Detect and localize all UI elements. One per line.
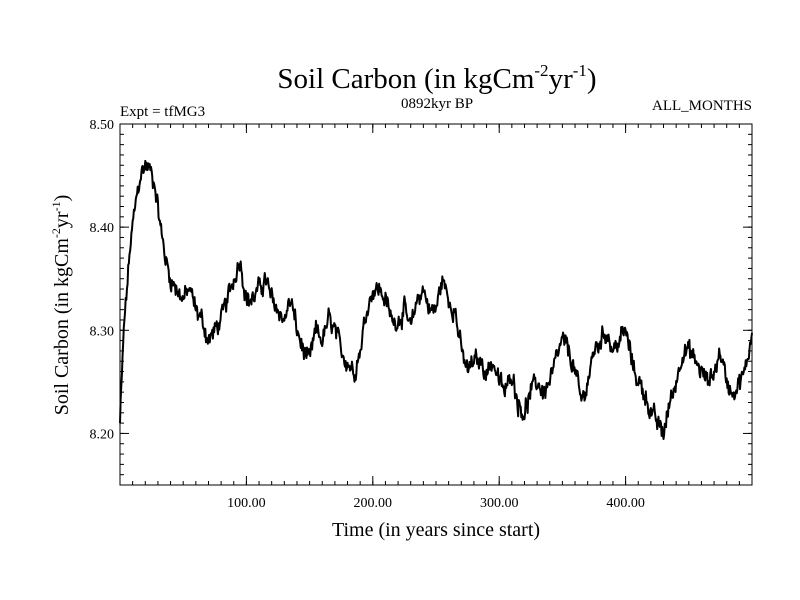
y-tick-label: 8.30 bbox=[90, 324, 115, 339]
ylabel-mid: yr bbox=[51, 211, 73, 228]
x-axis-ticks: 100.00 200.00 300.00 400.00 bbox=[227, 124, 645, 511]
title-mid: yr bbox=[549, 63, 574, 95]
subtitle-right: ALL_MONTHS bbox=[652, 98, 752, 114]
subtitle-center: 0892kyr BP bbox=[401, 96, 473, 112]
ylabel-main: Soil Carbon (in kgCm bbox=[51, 238, 73, 416]
title-sup2: -1 bbox=[573, 61, 587, 80]
x-tick-label: 100.00 bbox=[227, 496, 266, 511]
title-sup1: -2 bbox=[534, 61, 548, 80]
y-tick-label: 8.40 bbox=[90, 221, 115, 236]
series-line-soil-carbon bbox=[119, 159, 753, 441]
ylabel-sup1: -2 bbox=[49, 228, 63, 238]
x-tick-label: 400.00 bbox=[606, 496, 645, 511]
plot-frame bbox=[119, 123, 753, 486]
y-tick-label: 8.50 bbox=[90, 118, 115, 133]
minor-ticks bbox=[120, 124, 752, 485]
ylabel-end: ) bbox=[51, 195, 73, 202]
title-end: ) bbox=[587, 63, 597, 95]
ylabel-sup2: -1 bbox=[49, 201, 63, 211]
chart-title: Soil Carbon (in kgCm-2yr-1) bbox=[277, 61, 596, 95]
x-tick-label: 300.00 bbox=[480, 496, 519, 511]
x-axis-label: Time (in years since start) bbox=[332, 519, 540, 541]
x-tick-label: 200.00 bbox=[354, 496, 393, 511]
y-axis-label: Soil Carbon (in kgCm-2yr-1) bbox=[49, 195, 73, 416]
subtitle-left: Expt = tfMG3 bbox=[120, 104, 205, 120]
title-main: Soil Carbon (in kgCm bbox=[277, 63, 534, 95]
y-tick-label: 8.20 bbox=[90, 427, 115, 442]
y-axis-ticks: 8.20 8.30 8.40 8.50 bbox=[90, 118, 752, 442]
